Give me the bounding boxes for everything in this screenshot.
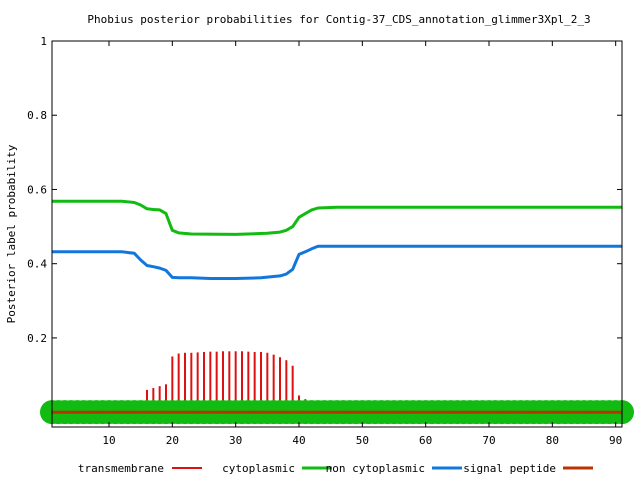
x-tick-label-4: 50 bbox=[356, 434, 369, 447]
chart-title: Phobius posterior probabilities for Cont… bbox=[87, 13, 590, 26]
y-tick-label-3: 0.8 bbox=[27, 109, 47, 122]
x-tick-label-0: 10 bbox=[102, 434, 115, 447]
x-tick-label-2: 30 bbox=[229, 434, 242, 447]
y-tick-label-4: 1 bbox=[40, 35, 47, 48]
x-tick-label-7: 80 bbox=[546, 434, 559, 447]
x-tick-label-1: 20 bbox=[166, 434, 179, 447]
legend-label-signal-peptide: signal peptide bbox=[463, 462, 556, 475]
legend-label-cytoplasmic: cytoplasmic bbox=[222, 462, 295, 475]
plot-area bbox=[40, 199, 634, 425]
y-tick-label-1: 0.4 bbox=[27, 258, 47, 271]
legend: transmembrane cytoplasmic non cytoplasmic s… bbox=[78, 462, 593, 475]
series-line-signal-peptide-3 bbox=[52, 244, 622, 280]
y-tick-label-0: 0.2 bbox=[27, 332, 47, 345]
y-tick-label-2: 0.6 bbox=[27, 183, 47, 196]
legend-label-non-cytoplasmic: non cytoplasmic bbox=[326, 462, 425, 475]
legend-label-transmembrane: transmembrane bbox=[78, 462, 164, 475]
x-tick-label-8: 90 bbox=[609, 434, 622, 447]
x-tick-label-5: 60 bbox=[419, 434, 432, 447]
x-tick-label-6: 70 bbox=[482, 434, 495, 447]
axis-ticks: 0.2 0.4 0.6 0.8 1 10 20 30 40 50 60 70 80 90 bbox=[27, 35, 622, 447]
plot-border bbox=[51, 40, 623, 428]
x-tick-label-3: 40 bbox=[292, 434, 305, 447]
series-line-non-cytoplasmic-2 bbox=[52, 199, 622, 236]
y-axis-label: Posterior label probability bbox=[5, 144, 18, 323]
